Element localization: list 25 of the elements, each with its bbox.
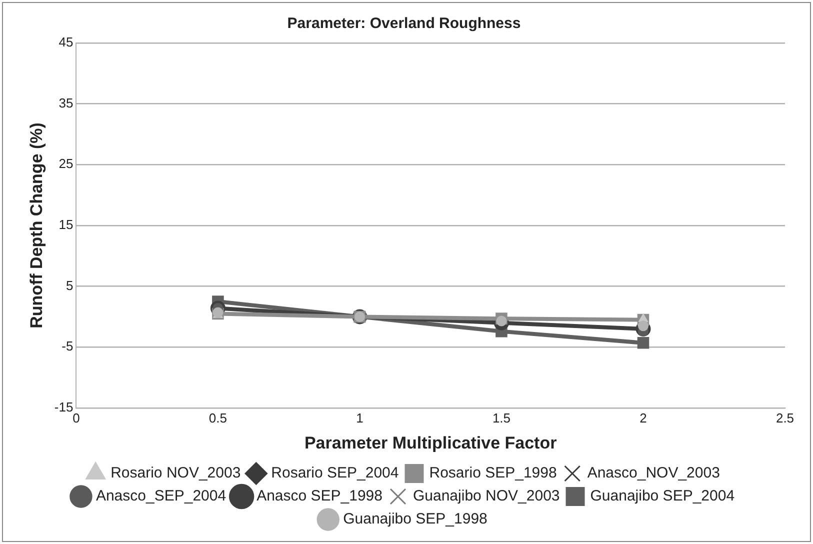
x-tick-label: 1.5	[492, 410, 511, 426]
y-tick-label: 45	[58, 34, 74, 50]
legend-label: Anasco_SEP_2004	[96, 488, 226, 505]
x-axis-title: Parameter Multiplicative Factor	[304, 433, 558, 452]
legend-label: Rosario SEP_1998	[429, 464, 557, 482]
y-axis-title: Runoff Depth Change (%)	[26, 122, 46, 328]
y-tick-label: 35	[58, 95, 74, 110]
legend-label: Rosario SEP_2004	[271, 464, 399, 482]
x-tick-label: 2.5	[776, 410, 794, 426]
x-tick-label: 1	[356, 410, 364, 426]
y-tick-label: -15	[54, 400, 74, 415]
x-tick-label: 0.5	[208, 410, 227, 426]
chart-title: Parameter: Overland Roughness	[287, 15, 521, 32]
y-tick-label: 5	[66, 278, 74, 293]
legend-label: Guanajibo NOV_2003	[412, 488, 560, 505]
x-tick-label: 2	[640, 410, 647, 426]
x-tick-label: 0	[72, 410, 80, 426]
y-tick-label: 25	[58, 156, 74, 172]
y-tick-label: 15	[58, 217, 74, 232]
y-tick-label: -5	[62, 338, 74, 354]
legend-label: Anasco_NOV_2003	[587, 464, 720, 482]
legend-label: Guanajibo SEP_2004	[590, 488, 735, 505]
legend-label: Rosario NOV_2003	[110, 464, 241, 482]
legend-label: Guanajibo SEP_1998	[343, 510, 488, 528]
legend-label: Anasco SEP_1998	[256, 488, 382, 505]
